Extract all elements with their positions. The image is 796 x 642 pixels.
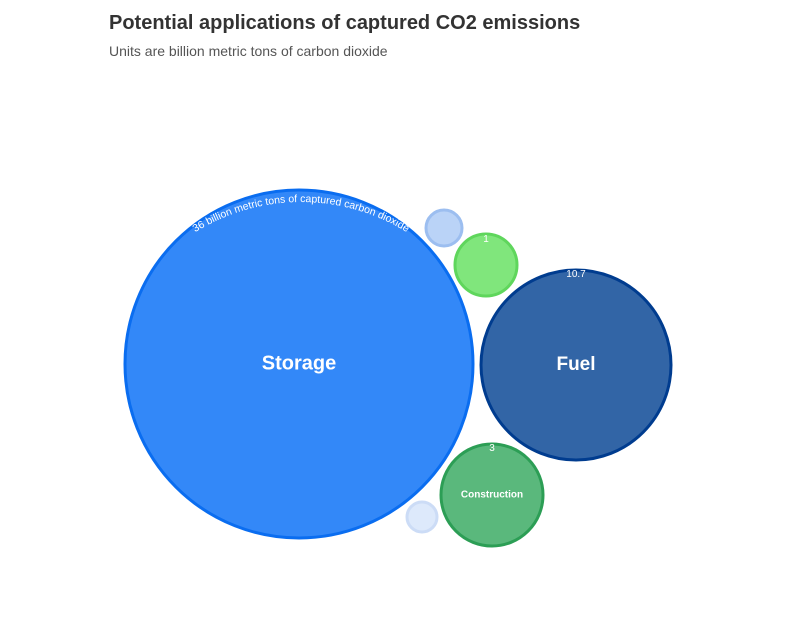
bubble-unlabeled-4[interactable]: [424, 208, 464, 248]
chart-subtitle: Units are billion metric tons of carbon …: [109, 43, 388, 59]
bubble-storage[interactable]: [123, 188, 475, 540]
bubble-unlabeled-5[interactable]: [405, 500, 439, 534]
bubble-value-construction: 3: [489, 443, 495, 454]
bubble-value-fuel: 10.7: [566, 269, 586, 280]
bubble-value-unlabeled-3: 1: [483, 234, 489, 245]
chart-title: Potential applications of captured CO2 e…: [109, 12, 581, 34]
bubble-label-construction: Construction: [461, 490, 523, 501]
bubble-unlabeled-3[interactable]: [453, 232, 519, 298]
bubble-label-fuel: Fuel: [556, 354, 595, 375]
bubble-label-storage: Storage: [262, 352, 336, 374]
bubble-construction[interactable]: [439, 442, 545, 548]
bubble-fuel[interactable]: [479, 268, 673, 462]
